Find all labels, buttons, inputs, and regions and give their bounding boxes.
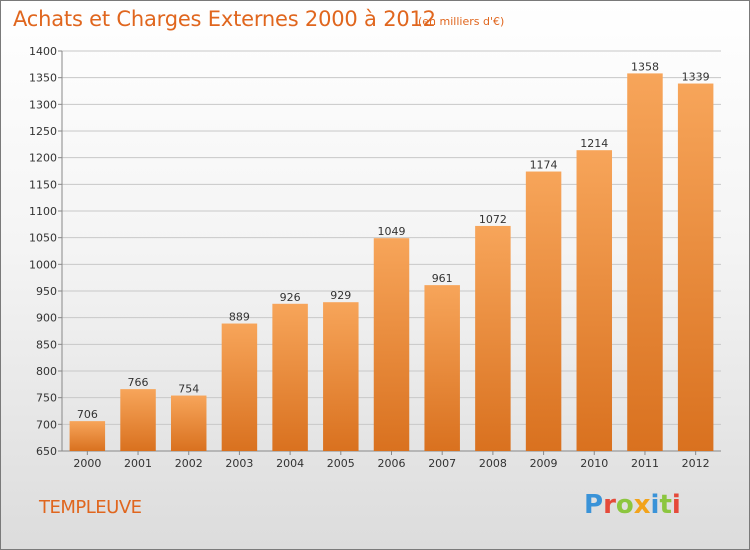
y-tick-label: 1100	[29, 205, 57, 218]
data-label: 1072	[479, 213, 507, 226]
x-tick-label: 2007	[428, 457, 456, 470]
y-tick-label: 650	[36, 445, 57, 458]
x-tick-label: 2011	[631, 457, 659, 470]
data-label: 889	[229, 311, 250, 324]
bar	[373, 238, 410, 451]
bar	[525, 171, 562, 452]
bar	[677, 83, 714, 452]
x-tick-label: 2001	[124, 457, 152, 470]
bar	[221, 323, 258, 451]
y-tick-label: 1150	[29, 178, 57, 191]
x-tick-label: 2005	[327, 457, 355, 470]
logo-letter: P	[584, 490, 604, 520]
data-label: 1049	[378, 225, 406, 238]
y-tick-label: 950	[36, 285, 57, 298]
x-tick-label: 2000	[73, 457, 101, 470]
y-tick-label: 750	[36, 392, 57, 405]
proxiti-logo: Proxiti	[584, 490, 681, 520]
y-tick-label: 1050	[29, 232, 57, 245]
y-tick-label: 1250	[29, 125, 57, 138]
logo-letter: i	[650, 490, 660, 520]
y-tick-label: 1400	[29, 45, 57, 58]
y-tick-label: 1000	[29, 258, 57, 271]
bar	[120, 389, 156, 451]
x-tick-label: 2012	[682, 457, 710, 470]
logo-letter: x	[633, 490, 651, 520]
bar	[170, 395, 207, 451]
chart-title: Achats et Charges Externes 2000 à 2012	[13, 7, 436, 31]
data-label: 1214	[580, 137, 608, 150]
chart-subtitle: (en milliers d'€)	[418, 15, 505, 28]
logo-letter: t	[659, 490, 672, 520]
logo-letter: o	[615, 490, 634, 520]
data-label: 929	[330, 289, 351, 302]
bar	[424, 285, 460, 451]
data-label: 926	[280, 291, 301, 304]
bar	[323, 302, 359, 451]
x-tick-label: 2010	[580, 457, 608, 470]
x-tick-label: 2002	[175, 457, 203, 470]
bar	[627, 73, 663, 452]
bars: 706 766 754 889 926 929 1049 961 1072 1174 1214 135…	[69, 60, 714, 452]
y-tick-label: 1300	[29, 98, 57, 111]
data-label: 1339	[682, 71, 710, 84]
x-tick-label: 2004	[276, 457, 304, 470]
logo-letter: i	[671, 490, 681, 520]
y-tick-label: 1350	[29, 72, 57, 85]
data-label: 706	[77, 408, 98, 421]
x-tick-label: 2003	[225, 457, 253, 470]
bar	[272, 303, 308, 451]
data-label: 766	[128, 376, 149, 389]
x-axis: 2000 2001 2002 2003 2004 2005 2006 2007 2008 2009…	[73, 451, 710, 470]
y-tick-label: 800	[36, 365, 57, 378]
data-label: 754	[178, 383, 199, 396]
y-tick-label: 850	[36, 338, 57, 351]
city-label: TEMPLEUVE	[39, 497, 142, 518]
x-tick-label: 2006	[378, 457, 406, 470]
logo-letter: r	[603, 490, 616, 520]
data-label: 1358	[631, 60, 659, 73]
bar	[69, 421, 106, 451]
y-tick-label: 1200	[29, 152, 57, 165]
x-tick-label: 2009	[530, 457, 558, 470]
data-label: 1174	[530, 159, 558, 172]
bar	[475, 225, 511, 451]
x-tick-label: 2008	[479, 457, 507, 470]
y-tick-label: 700	[36, 418, 57, 431]
y-tick-label: 900	[36, 312, 57, 325]
bar	[576, 150, 613, 451]
data-label: 961	[432, 272, 453, 285]
